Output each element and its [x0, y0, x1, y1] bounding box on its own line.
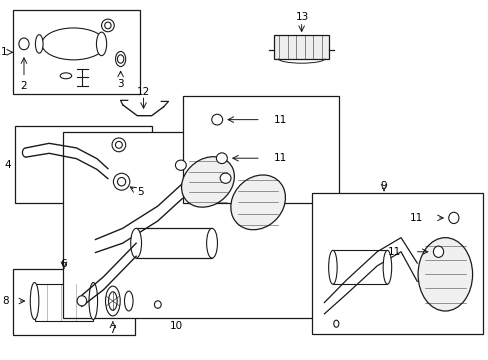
Text: 11: 11: [273, 114, 286, 125]
Bar: [312, 193, 482, 334]
Text: 5: 5: [137, 187, 144, 197]
Ellipse shape: [328, 250, 336, 284]
Ellipse shape: [102, 19, 114, 32]
Ellipse shape: [220, 173, 230, 183]
Ellipse shape: [448, 212, 458, 224]
Bar: [13, 269, 135, 336]
Ellipse shape: [117, 177, 125, 186]
Ellipse shape: [230, 175, 285, 230]
Text: 11: 11: [387, 247, 400, 257]
Bar: [35, 284, 93, 321]
Text: 11: 11: [409, 213, 422, 223]
Ellipse shape: [104, 22, 111, 29]
Text: 11: 11: [273, 153, 286, 163]
Ellipse shape: [30, 283, 39, 320]
Text: 7: 7: [109, 325, 116, 335]
Text: 10: 10: [170, 321, 183, 332]
Text: 12: 12: [137, 87, 150, 97]
Bar: [15, 126, 151, 203]
Text: 2: 2: [20, 81, 27, 91]
Ellipse shape: [105, 286, 120, 316]
Ellipse shape: [211, 114, 222, 125]
Ellipse shape: [124, 291, 133, 311]
Bar: [183, 96, 338, 203]
Bar: [13, 10, 140, 94]
Ellipse shape: [417, 238, 471, 311]
Ellipse shape: [41, 28, 105, 60]
Bar: [332, 250, 386, 284]
Text: 1: 1: [0, 47, 7, 57]
Ellipse shape: [115, 141, 122, 148]
Ellipse shape: [96, 32, 106, 56]
Ellipse shape: [432, 246, 443, 257]
Text: 6: 6: [61, 259, 67, 269]
Ellipse shape: [154, 301, 161, 308]
Ellipse shape: [333, 320, 338, 327]
Ellipse shape: [383, 250, 391, 284]
Ellipse shape: [175, 160, 186, 170]
Ellipse shape: [112, 138, 125, 152]
Ellipse shape: [35, 35, 43, 53]
Ellipse shape: [216, 153, 227, 163]
Text: 8: 8: [2, 296, 9, 306]
Ellipse shape: [206, 228, 217, 258]
Ellipse shape: [113, 173, 129, 190]
Ellipse shape: [89, 283, 98, 320]
Ellipse shape: [117, 55, 123, 63]
Text: 4: 4: [4, 160, 11, 170]
Ellipse shape: [130, 228, 141, 258]
Text: 3: 3: [117, 79, 123, 89]
Ellipse shape: [77, 296, 86, 306]
Ellipse shape: [115, 51, 125, 67]
Bar: [273, 35, 328, 59]
Ellipse shape: [60, 73, 72, 79]
Text: 13: 13: [295, 13, 308, 22]
Bar: [136, 228, 212, 258]
Ellipse shape: [181, 157, 234, 207]
Text: 9: 9: [380, 181, 386, 191]
Ellipse shape: [108, 292, 117, 310]
Ellipse shape: [19, 38, 29, 50]
Bar: [63, 132, 333, 318]
